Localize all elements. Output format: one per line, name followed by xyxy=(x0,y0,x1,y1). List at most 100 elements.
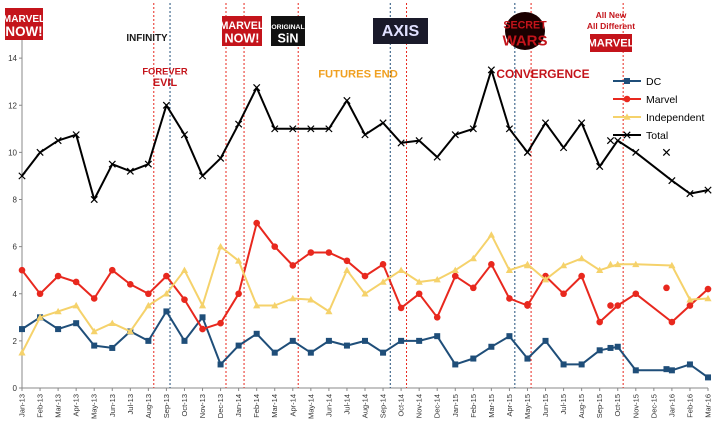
logo-title: FUTURES END xyxy=(318,69,398,81)
data-point xyxy=(541,119,550,127)
data-point xyxy=(663,366,670,373)
data-point xyxy=(90,327,98,335)
logo-subtitle: WARS xyxy=(503,32,548,49)
x-tick-label: Oct-15 xyxy=(613,394,622,417)
x-marker-stroke xyxy=(18,172,26,180)
x-marker-stroke xyxy=(108,160,116,168)
data-point xyxy=(704,294,712,302)
series-dc xyxy=(19,308,711,381)
x-tick-label: Jun-15 xyxy=(541,394,550,417)
y-tick-label: 10 xyxy=(8,148,17,157)
x-marker-stroke xyxy=(559,144,568,152)
x-tick-label: Aug-14 xyxy=(361,394,370,418)
data-point xyxy=(505,266,514,273)
data-point xyxy=(560,290,567,298)
data-point xyxy=(578,361,585,368)
data-point xyxy=(523,261,532,269)
data-point xyxy=(705,374,711,381)
logo-badge xyxy=(373,18,428,44)
data-point xyxy=(145,290,152,298)
x-marker-stroke xyxy=(343,96,351,105)
data-point xyxy=(397,304,405,312)
legend-marker xyxy=(623,131,631,139)
data-point xyxy=(145,337,152,344)
y-tick-label: 8 xyxy=(13,196,18,205)
data-point xyxy=(614,260,622,268)
data-point xyxy=(686,296,694,303)
data-point xyxy=(18,349,26,356)
chart-legend: DC Marvel Independent Total xyxy=(613,76,704,142)
data-point xyxy=(596,347,603,354)
x-marker-stroke xyxy=(307,125,315,133)
data-point xyxy=(72,131,80,139)
y-tick-label: 12 xyxy=(8,101,17,110)
data-point xyxy=(704,285,712,293)
x-marker-stroke xyxy=(216,154,225,162)
logo-subtitle: SiN xyxy=(278,31,299,45)
data-point xyxy=(686,302,694,309)
logo-subtitle: NOW! xyxy=(5,24,42,39)
x-tick-label: Jan-15 xyxy=(451,394,460,417)
legend-item-dc: DC xyxy=(613,76,662,88)
data-point xyxy=(506,333,513,340)
series-line xyxy=(21,310,709,379)
y-tick-label: 0 xyxy=(13,384,18,393)
data-point xyxy=(397,266,405,273)
data-point xyxy=(632,290,640,298)
data-point xyxy=(487,231,495,238)
x-marker-stroke xyxy=(686,189,694,198)
data-point xyxy=(541,276,550,283)
data-point xyxy=(343,342,350,349)
x-marker-stroke xyxy=(36,148,44,156)
data-point xyxy=(523,148,532,156)
series-line xyxy=(21,233,709,354)
data-point xyxy=(379,119,387,127)
convergence-logo: CONVERGENCE xyxy=(496,67,589,81)
x-marker-stroke xyxy=(469,125,477,133)
data-point xyxy=(488,260,495,268)
data-point xyxy=(91,342,98,349)
x-marker-stroke xyxy=(162,101,171,109)
data-point xyxy=(54,307,62,315)
series-marvel xyxy=(18,219,712,333)
y-tick-label: 6 xyxy=(13,243,18,252)
data-point xyxy=(361,131,369,139)
x-marker-stroke xyxy=(271,125,279,133)
data-point xyxy=(668,367,675,374)
data-point xyxy=(488,343,495,350)
data-point xyxy=(398,337,405,344)
data-point xyxy=(162,290,171,297)
logo-title: MARVEL xyxy=(587,38,634,50)
data-point xyxy=(109,344,116,351)
data-point xyxy=(271,125,279,133)
x-tick-label: Nov-15 xyxy=(631,394,640,418)
data-point xyxy=(271,301,279,309)
x-tick-label: Jul-14 xyxy=(342,394,351,414)
data-point xyxy=(668,261,676,269)
data-point xyxy=(199,325,206,333)
x-tick-label: Jun-13 xyxy=(108,394,117,417)
logo-badge xyxy=(222,16,262,46)
data-point xyxy=(578,254,586,262)
data-point xyxy=(397,139,405,147)
data-point xyxy=(72,301,80,309)
data-point xyxy=(325,249,333,256)
x-tick-label: Nov-14 xyxy=(415,394,424,418)
legend-item-independent: Independent xyxy=(613,112,704,124)
data-point xyxy=(36,290,44,298)
data-point xyxy=(126,167,134,175)
data-point xyxy=(180,131,189,139)
data-point xyxy=(606,136,615,145)
data-point xyxy=(361,272,369,280)
data-point xyxy=(614,136,622,145)
legend-item-marvel: Marvel xyxy=(613,94,678,106)
data-point xyxy=(614,302,622,309)
x-marker-stroke xyxy=(523,148,532,156)
x-marker-stroke xyxy=(325,125,333,133)
x-tick-label: Aug-15 xyxy=(577,394,586,418)
data-point xyxy=(253,219,260,227)
x-marker-stroke xyxy=(415,136,423,145)
data-point xyxy=(559,144,568,152)
